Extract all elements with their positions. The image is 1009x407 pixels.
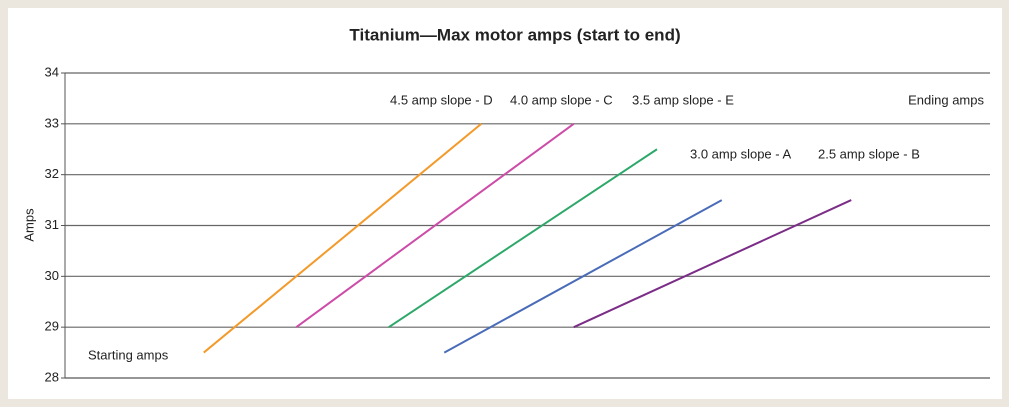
y-tick-label: 32 — [45, 166, 59, 181]
series-line — [388, 148, 658, 329]
series-label: 2.5 amp slope - B — [818, 146, 920, 161]
chart-title: Titanium—Max motor amps (start to end) — [349, 25, 680, 44]
series-line — [573, 199, 852, 329]
series-line — [295, 123, 575, 328]
y-tick-label: 33 — [45, 115, 59, 130]
y-tick-label: 28 — [45, 369, 59, 384]
annotation: Ending amps — [908, 92, 984, 107]
series-line — [443, 199, 723, 354]
series-label: 4.0 amp slope - C — [510, 92, 613, 107]
y-tick-label: 31 — [45, 217, 59, 232]
series-label: 3.5 amp slope - E — [632, 92, 734, 107]
chart-area — [8, 8, 1002, 399]
series-label: 4.5 amp slope - D — [390, 92, 493, 107]
series-label: 3.0 amp slope - A — [690, 146, 791, 161]
y-tick-label: 29 — [45, 319, 59, 334]
annotation: Starting amps — [88, 347, 169, 362]
y-tick-label: 30 — [45, 268, 59, 283]
series-line — [203, 123, 482, 354]
y-tick-label: 34 — [45, 64, 59, 79]
y-axis-label: Amps — [21, 208, 36, 242]
